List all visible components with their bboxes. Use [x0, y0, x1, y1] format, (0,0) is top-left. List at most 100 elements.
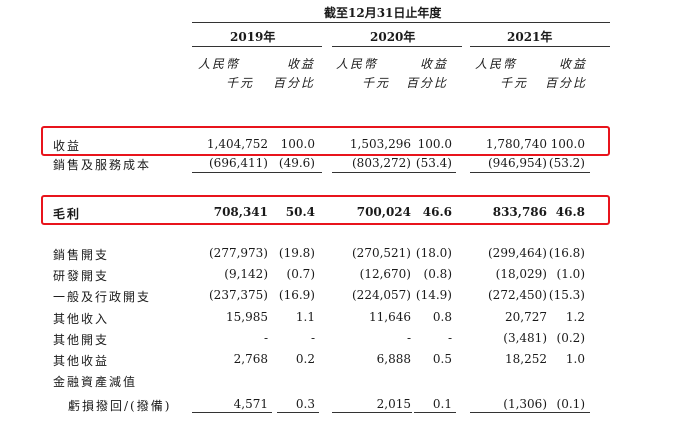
row-cell: 833,786: [492, 205, 547, 219]
row-cell: (946,954): [488, 156, 547, 170]
year-2020: 2020年: [370, 30, 416, 44]
row-cell: -: [263, 331, 268, 345]
unit-rmb-2020: 人民幣: [336, 57, 379, 71]
year-rule-2019: [192, 46, 322, 47]
row-cell: 1.0: [565, 352, 585, 366]
row-label: 銷售開支: [53, 248, 110, 262]
row-cell: (9,142): [224, 267, 268, 281]
row-cell: 4,571: [233, 397, 268, 411]
pct-label-2020: 百分比: [406, 76, 449, 90]
period-header: 截至12月31日止年度: [324, 6, 442, 20]
row-label: 一般及行政開支: [53, 290, 152, 304]
row-label: 其他收入: [53, 312, 110, 326]
subtotal-rule: [192, 412, 272, 413]
row-cell: (49.6): [278, 156, 315, 170]
row-cell: 700,024: [356, 205, 411, 219]
row-cell: 0.1: [432, 397, 452, 411]
pct-rev-2019: 收益: [287, 57, 316, 71]
row-cell: 0.2: [295, 352, 315, 366]
row-cell: 0.5: [432, 352, 452, 366]
row-cell: (15.3): [548, 288, 585, 302]
year-2019: 2019年: [230, 30, 276, 44]
row-cell: (272,450): [488, 288, 547, 302]
unit-k-2020: 千元: [362, 76, 391, 90]
row-cell: 15,985: [226, 310, 268, 324]
period-rule: [192, 22, 610, 23]
row-cell: (0.7): [286, 267, 315, 281]
row-cell: (237,375): [209, 288, 268, 302]
row-cell: 708,341: [213, 205, 268, 219]
year-rule-2020: [332, 46, 462, 47]
row-label: 銷售及服務成本: [53, 158, 152, 172]
row-cell: 100.0: [550, 137, 585, 151]
row-cell: 18,252: [505, 352, 547, 366]
row-cell: (1.0): [556, 267, 585, 281]
row-cell: 100.0: [417, 137, 452, 151]
subtotal-rule: [548, 172, 590, 173]
row-cell: 50.4: [285, 205, 315, 219]
row-label: 研發開支: [53, 269, 110, 283]
row-cell: 0.8: [432, 310, 452, 324]
row-cell: (803,272): [352, 156, 411, 170]
row-label: 毛利: [53, 207, 82, 221]
unit-rmb-2021: 人民幣: [475, 57, 518, 71]
pct-rev-2020: 收益: [420, 57, 449, 71]
subtotal-rule: [470, 412, 550, 413]
subtotal-rule: [548, 412, 590, 413]
row-cell: (53.2): [548, 156, 585, 170]
row-cell: -: [310, 331, 315, 345]
row-cell: 20,727: [505, 310, 547, 324]
row-cell: 100.0: [280, 137, 315, 151]
row-cell: (1,306): [503, 397, 547, 411]
row-cell: (12,670): [359, 267, 411, 281]
subtotal-rule: [332, 172, 422, 173]
row-cell: (53.4): [415, 156, 452, 170]
row-cell: (14.9): [415, 288, 452, 302]
row-label: 收益: [53, 139, 82, 153]
highlight-gross-profit: [41, 195, 610, 225]
row-cell: (16.8): [548, 246, 585, 260]
subtotal-rule: [277, 172, 319, 173]
unit-k-2021: 千元: [500, 76, 529, 90]
subtotal-rule: [470, 172, 560, 173]
subtotal-rule: [414, 412, 456, 413]
row-cell: (299,464): [488, 246, 547, 260]
row-cell: (0.2): [556, 331, 585, 345]
subtotal-rule: [277, 412, 319, 413]
row-label: 其他開支: [53, 333, 110, 347]
row-cell: (19.8): [278, 246, 315, 260]
pct-rev-2021: 收益: [559, 57, 588, 71]
row-cell: 1.1: [295, 310, 315, 324]
row-cell: (18.0): [415, 246, 452, 260]
row-cell: (696,411): [209, 156, 268, 170]
row-cell: (18,029): [495, 267, 547, 281]
row-cell: (0.1): [556, 397, 585, 411]
row-cell: 46.6: [422, 205, 452, 219]
row-label: 其他收益: [53, 354, 110, 368]
row-cell: 11,646: [369, 310, 411, 324]
unit-k-2019: 千元: [226, 76, 255, 90]
row-cell: 0.3: [295, 397, 315, 411]
row-cell: 2,768: [233, 352, 268, 366]
row-cell: 46.8: [555, 205, 585, 219]
row-cell: (0.8): [423, 267, 452, 281]
row-cell: 1.2: [565, 310, 585, 324]
row-cell: (277,973): [209, 246, 268, 260]
row-cell: (16.9): [278, 288, 315, 302]
year-2021: 2021年: [507, 30, 553, 44]
row-label: 虧損撥回/(撥備): [68, 399, 172, 413]
subtotal-rule: [414, 172, 456, 173]
pct-label-2019: 百分比: [273, 76, 316, 90]
row-label: 金融資產減值: [53, 375, 138, 389]
row-cell: -: [447, 331, 452, 345]
subtotal-rule: [192, 172, 322, 173]
unit-rmb-2019: 人民幣: [198, 57, 241, 71]
row-cell: (224,057): [352, 288, 411, 302]
highlight-revenue: [41, 126, 610, 156]
pct-label-2021: 百分比: [545, 76, 588, 90]
row-cell: 1,780,740: [485, 137, 547, 151]
row-cell: -: [406, 331, 411, 345]
row-cell: (270,521): [352, 246, 411, 260]
row-cell: (3,481): [503, 331, 547, 345]
subtotal-rule: [332, 412, 412, 413]
